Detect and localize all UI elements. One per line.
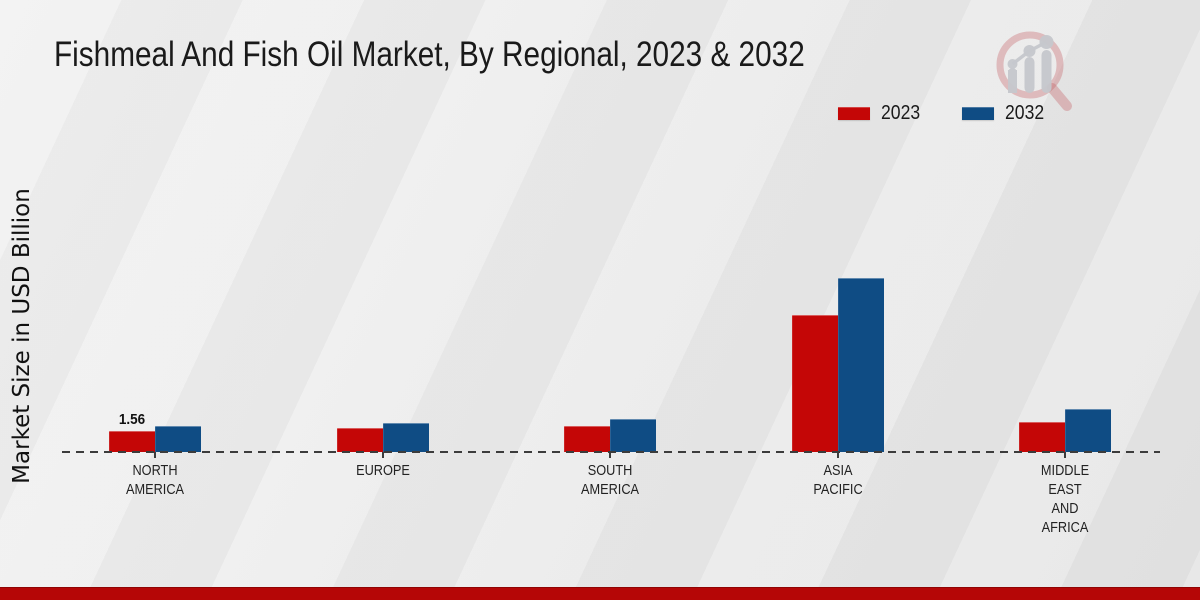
x-category-label-asia-pacific: ASIA PACIFIC xyxy=(813,462,863,498)
x-category-label-europe: EUROPE xyxy=(356,462,410,479)
legend-item-2032[interactable]: 2032 xyxy=(961,102,1050,125)
bar-2032-north-america[interactable] xyxy=(155,426,201,452)
legend-label-2032: 2032 xyxy=(1004,102,1044,124)
legend-swatch-2032 xyxy=(961,107,994,120)
legend-swatch-2023 xyxy=(838,107,870,120)
bar-2032-europe[interactable] xyxy=(383,422,429,452)
x-axis-tick xyxy=(382,452,384,458)
magnifier-bar-chart-logo-icon xyxy=(996,31,1072,111)
legend-label-2023: 2023 xyxy=(881,102,921,124)
legend: 2023 2032 xyxy=(838,102,1049,125)
x-category-label-south-america: SOUTH AMERICA xyxy=(580,462,640,498)
bar-2023-middle-east-and-africa[interactable] xyxy=(1019,422,1065,452)
bar-2023-north-america[interactable] xyxy=(109,431,155,452)
bar-2032-asia-pacific[interactable] xyxy=(838,278,884,452)
legend-item-2023[interactable]: 2023 xyxy=(838,102,926,125)
x-category-label-north-america: NORTH AMERICA xyxy=(125,462,185,498)
x-axis-baseline xyxy=(62,451,1160,453)
bar-2032-south-america[interactable] xyxy=(610,419,656,452)
bar-2023-asia-pacific[interactable] xyxy=(792,314,838,452)
bar-data-label: 1.56 xyxy=(118,411,146,428)
y-axis-title: Market Size in USD Billion xyxy=(9,188,35,484)
x-category-label-middle-east-and-africa: MIDDLE EAST AND AFRICA xyxy=(1040,462,1090,536)
bar-2023-europe[interactable] xyxy=(337,427,383,452)
x-axis-tick xyxy=(837,452,839,458)
chart-title: Fishmeal And Fish Oil Market, By Regiona… xyxy=(54,35,805,74)
bar-2023-south-america[interactable] xyxy=(564,426,610,452)
x-axis-tick xyxy=(609,452,611,458)
x-axis-tick xyxy=(154,452,156,458)
bar-2032-middle-east-and-africa[interactable] xyxy=(1065,409,1111,452)
footer-accent-bar xyxy=(0,587,1200,600)
x-axis-tick xyxy=(1064,452,1066,458)
